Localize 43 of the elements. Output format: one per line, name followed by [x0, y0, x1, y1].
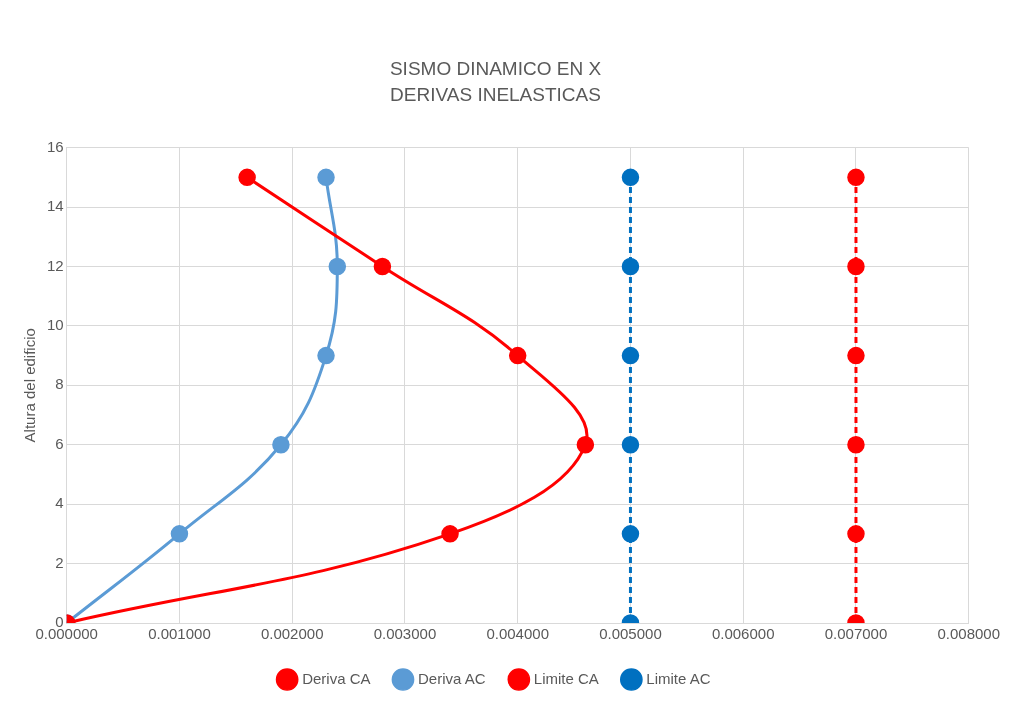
- point: [170, 525, 189, 543]
- chart-subtitle: DERIVAS INELASTICAS: [390, 84, 601, 106]
- point: [847, 346, 865, 365]
- point: [328, 257, 347, 276]
- y-tick-label: 10: [47, 316, 64, 334]
- point: [847, 257, 865, 276]
- x-tick-label: 0.003000: [373, 625, 437, 643]
- x-tick-label: 0.006000: [711, 625, 775, 643]
- x-tick-label: 0.004000: [486, 625, 549, 643]
- point: [317, 168, 335, 187]
- y-axis-title: Altura del edificio: [21, 328, 39, 443]
- x-tick-label: 0.005000: [599, 625, 662, 643]
- x-tick-label: 0.002000: [260, 625, 324, 643]
- legend-label: Limite AC: [646, 669, 711, 687]
- x-tick-label: 0.007000: [824, 625, 888, 643]
- chart-title: SISMO DINAMICO EN X: [389, 57, 602, 79]
- point: [847, 525, 865, 543]
- point: [373, 257, 392, 276]
- y-tick-label: 16: [47, 137, 64, 155]
- point: [847, 168, 865, 187]
- point: [238, 168, 256, 187]
- point: [621, 257, 640, 276]
- point: [441, 525, 459, 543]
- point: [576, 435, 595, 454]
- point: [621, 525, 640, 543]
- y-tick-label: 12: [47, 256, 64, 274]
- y-tick-label: 6: [55, 434, 64, 452]
- x-tick-label: 0.001000: [148, 625, 211, 643]
- y-tick-label: 8: [55, 375, 64, 393]
- point: [621, 435, 640, 454]
- legend-label: Deriva AC: [417, 669, 486, 687]
- y-tick-label: 14: [47, 197, 64, 215]
- y-tick-label: 2: [55, 553, 64, 571]
- point: [508, 346, 527, 365]
- legend-label: Deriva CA: [302, 669, 371, 687]
- legend-label: Limite CA: [533, 669, 599, 687]
- point: [272, 435, 290, 454]
- x-tick-label: 0.008000: [937, 625, 1001, 643]
- point: [621, 346, 640, 365]
- point: [621, 168, 640, 187]
- y-tick-label: 4: [55, 494, 64, 512]
- point: [847, 435, 865, 454]
- point: [317, 346, 335, 365]
